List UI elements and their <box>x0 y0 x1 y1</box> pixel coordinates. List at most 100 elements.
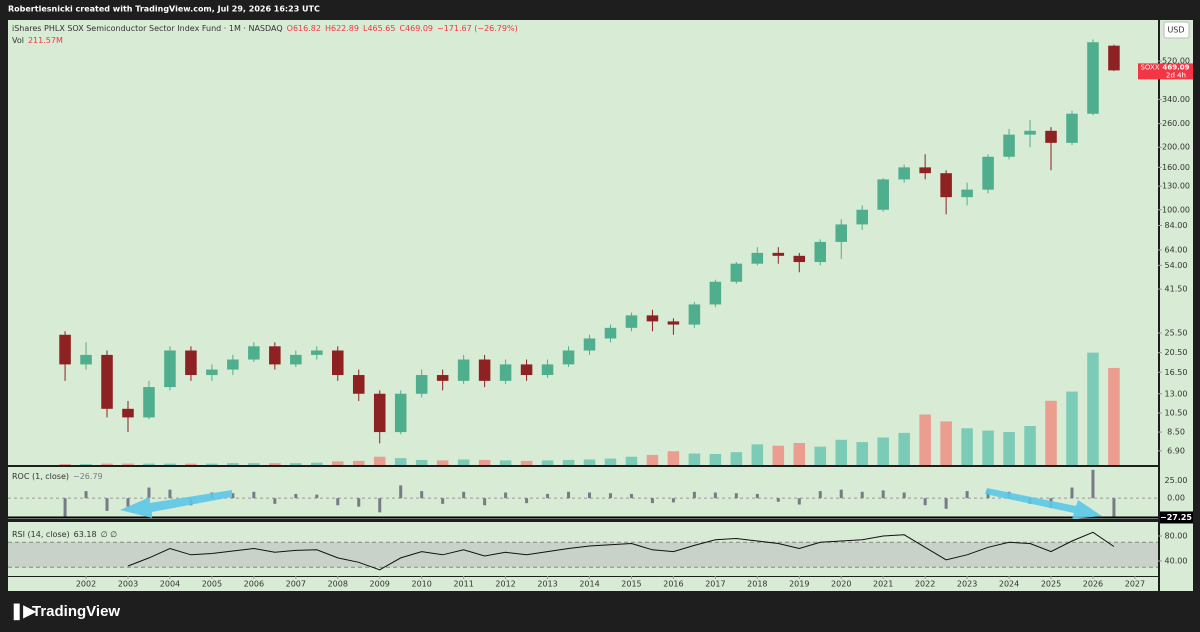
y-tick-label: 54.00 <box>1165 261 1188 270</box>
x-tick-label: 2024 <box>999 580 1019 589</box>
arrow-drawing <box>985 488 1102 519</box>
candle-body <box>541 364 554 376</box>
y-tick-label: 25.00 <box>1165 476 1188 485</box>
y-tick-label: 10.50 <box>1165 409 1188 418</box>
rsi-line <box>127 531 1115 571</box>
roc-bar <box>378 498 382 513</box>
roc-bar <box>126 498 130 507</box>
candle-body <box>227 359 239 370</box>
plot: 6.90 8.50 10.50 13.00 16.50 20.50 25.50 41.50 54… <box>8 39 1193 589</box>
roc-bar <box>692 491 696 499</box>
candle-body <box>856 209 868 225</box>
candle-body <box>80 354 92 365</box>
x-tick-label: 2011 <box>453 580 473 589</box>
roc-bar <box>294 493 298 499</box>
volume-bar <box>856 442 868 465</box>
volume-bar <box>101 463 113 465</box>
volume-bar <box>667 451 680 465</box>
roc-bar <box>147 487 151 499</box>
candle-body <box>352 375 365 394</box>
roc-bar <box>713 492 717 499</box>
candle-body <box>59 334 71 365</box>
roc-bar <box>168 489 172 499</box>
candle-body <box>814 241 827 263</box>
y-tick-label: 41.50 <box>1165 285 1188 294</box>
candle-body <box>311 350 323 355</box>
vol-legend: Vol 211.57M <box>12 36 63 45</box>
roc-bar <box>315 494 319 499</box>
rsi-value: 63.18 <box>74 530 97 539</box>
roc-bar <box>755 493 759 499</box>
volume-bar <box>793 442 806 465</box>
volume-bar <box>835 439 848 465</box>
volume-bar <box>1003 431 1015 465</box>
vol-value: 211.57M <box>28 36 63 45</box>
x-tick-label: 2009 <box>370 580 390 589</box>
candle-body <box>772 252 785 256</box>
roc-bar <box>441 498 445 504</box>
rsi-band <box>8 542 1158 568</box>
candle-body <box>688 304 701 325</box>
roc-bar <box>105 498 109 511</box>
x-tick-label: 2010 <box>412 580 432 589</box>
roc-bar <box>63 498 67 517</box>
x-tick-label: 2004 <box>160 580 180 589</box>
countdown: 2d 4h <box>1166 71 1186 79</box>
volume-bar <box>1024 426 1036 465</box>
volume-bar <box>415 459 428 465</box>
roc-bar <box>420 491 424 499</box>
volume-bar <box>730 452 743 465</box>
volume-bar <box>457 459 470 465</box>
y-tick-label: 200.00 <box>1162 143 1190 152</box>
roc-bar <box>734 493 738 499</box>
candle-body <box>604 327 617 339</box>
y-tick-label: 100.00 <box>1162 205 1190 214</box>
candle-body <box>373 393 386 433</box>
x-tick-label: 2022 <box>915 580 935 589</box>
ohlc: L465.65 <box>363 24 395 33</box>
roc-bar <box>231 493 235 499</box>
time-axis <box>8 577 1158 591</box>
y-tick-label: 20.50 <box>1165 348 1188 357</box>
volume-bar <box>185 463 197 465</box>
roc-bar <box>629 493 633 499</box>
volume-bar <box>541 460 554 465</box>
last-price: 469.09 <box>1162 63 1189 71</box>
candle-body <box>478 359 491 381</box>
volume-bar <box>772 445 785 465</box>
roc-bar <box>84 491 88 499</box>
volume-bar <box>625 456 638 465</box>
volume-bar <box>709 453 722 465</box>
volume-bar <box>898 432 910 465</box>
candle-body <box>919 167 931 174</box>
y-tick-label: 16.50 <box>1165 368 1188 377</box>
y-tick-label: 130.00 <box>1162 182 1190 191</box>
candle-body <box>709 281 722 305</box>
x-tick-label: 2013 <box>537 580 557 589</box>
volume-bar <box>646 454 659 465</box>
y-tick-label: 260.00 <box>1162 119 1190 128</box>
ohlc: O616.82 <box>287 24 321 33</box>
y-tick-label: 13.00 <box>1165 389 1188 398</box>
candle-body <box>940 173 952 198</box>
y-tick-label: 64.00 <box>1165 246 1188 255</box>
volume-bar <box>499 460 512 465</box>
rsi-legend: RSI (14, close) 63.18 ∅ ∅ <box>12 530 117 539</box>
volume-bar <box>604 458 617 465</box>
candle-body <box>625 315 638 328</box>
candle-body <box>646 315 659 322</box>
symbol: iShares PHLX SOX Semiconductor Sector In… <box>12 24 283 33</box>
volume-bar <box>143 463 155 465</box>
roc-bar <box>818 491 822 499</box>
x-tick-label: 2006 <box>244 580 264 589</box>
credit: Robertlesnicki created with TradingView.… <box>8 5 320 14</box>
x-tick-label: 2026 <box>1083 580 1103 589</box>
volume-bar <box>961 428 973 465</box>
candle-body <box>793 255 806 263</box>
candle-body <box>583 338 596 351</box>
rsi-extra: ∅ ∅ <box>101 530 118 539</box>
volume-bar <box>814 446 827 465</box>
candle-body <box>898 167 910 180</box>
roc-bar <box>881 490 885 499</box>
